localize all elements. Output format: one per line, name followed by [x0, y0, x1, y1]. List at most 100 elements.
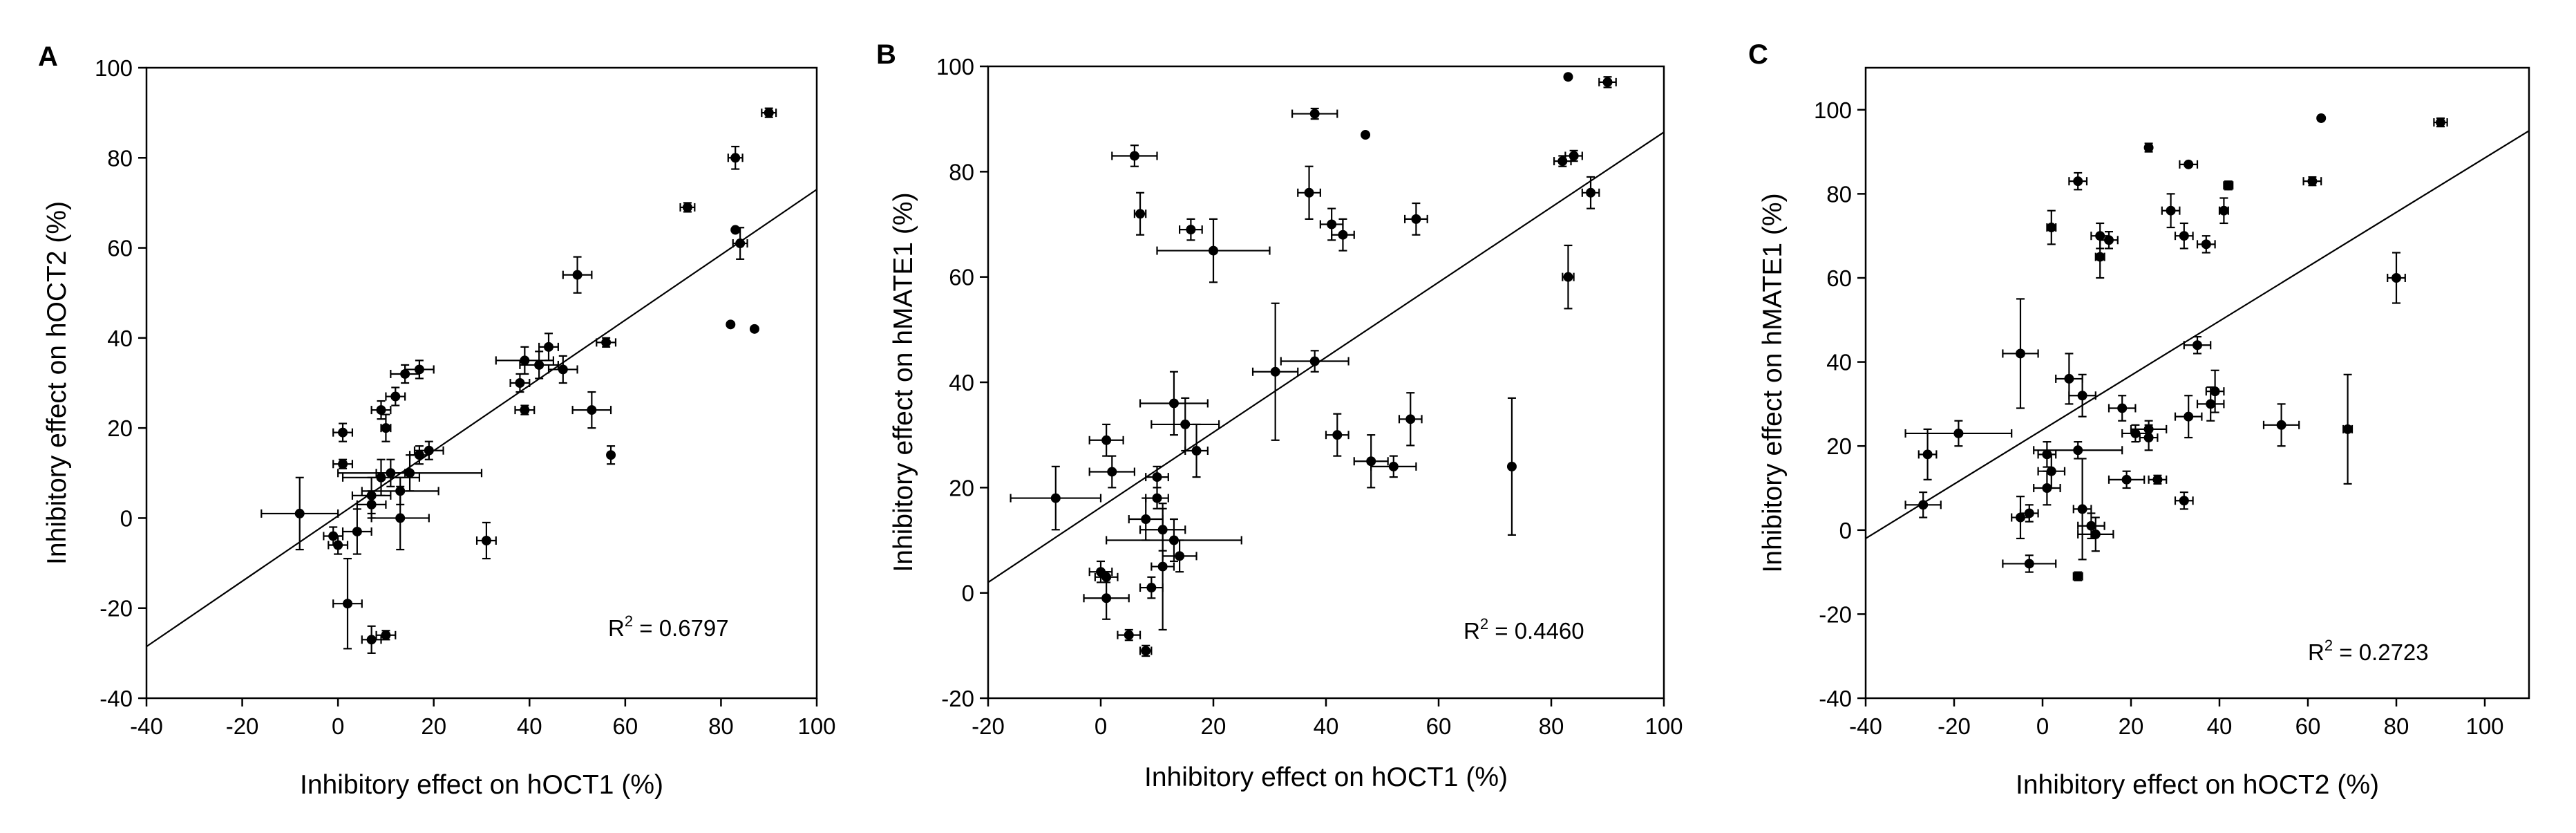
data-point	[2161, 193, 2181, 229]
r-squared-prefix: R	[2308, 639, 2324, 665]
point-marker	[376, 405, 386, 415]
data-point	[2068, 373, 2096, 418]
point-marker	[534, 359, 544, 370]
point-marker	[764, 108, 774, 118]
point-marker	[1101, 435, 1112, 445]
point-marker	[2210, 386, 2220, 397]
x-tick-label: 40	[1314, 713, 1339, 739]
point-marker	[1209, 245, 1218, 256]
point-marker	[2179, 231, 2189, 241]
data-point	[1156, 218, 1271, 283]
regression-line	[146, 189, 817, 648]
point-marker	[390, 391, 401, 402]
data-point	[1139, 576, 1164, 599]
data-point	[2108, 395, 2137, 422]
point-marker	[1309, 356, 1320, 366]
y-tick-label: -20	[941, 686, 974, 711]
point-marker	[2307, 176, 2318, 187]
y-tick-label: 60	[1826, 265, 1852, 291]
point-marker	[1332, 430, 1343, 440]
point-marker	[381, 423, 391, 433]
data-point	[1398, 392, 1423, 447]
point-marker	[333, 540, 343, 550]
point-marker	[2117, 403, 2128, 413]
data-point	[1111, 144, 1158, 167]
data-point	[1083, 576, 1130, 620]
data-point	[2316, 113, 2327, 123]
point-marker	[1141, 646, 1151, 656]
point-marker	[1186, 225, 1196, 235]
point-marker	[1602, 77, 1613, 87]
x-tick-label: -20	[226, 713, 259, 739]
y-tick-label: 100	[95, 55, 133, 81]
point-marker	[572, 270, 583, 280]
data-point	[1139, 644, 1153, 657]
data-point	[679, 202, 696, 213]
r-squared-label: R2 = 0.6797	[608, 612, 729, 641]
y-tick-label: 100	[936, 54, 974, 79]
data-point	[2033, 470, 2061, 506]
data-point	[385, 386, 406, 406]
x-tick-label: -20	[972, 713, 1005, 739]
x-tick-label: 40	[517, 713, 542, 739]
data-point	[1564, 149, 1583, 162]
point-marker	[1922, 449, 1933, 460]
y-tick-label: 40	[1826, 350, 1852, 375]
x-tick-label: 60	[612, 713, 638, 739]
point-marker	[735, 238, 746, 249]
y-tick-label: -20	[1819, 601, 1852, 627]
data-point	[547, 355, 578, 384]
x-tick-label: 0	[1095, 713, 1107, 739]
point-marker	[2219, 205, 2229, 216]
y-tick-label: 20	[1826, 433, 1852, 459]
point-marker	[1129, 151, 1139, 161]
point-marker	[520, 355, 530, 366]
point-marker	[2392, 273, 2401, 283]
data-point	[2011, 496, 2030, 540]
point-marker	[1124, 630, 1134, 640]
point-marker	[1569, 151, 1579, 161]
data-point	[328, 535, 349, 555]
y-tick-label: 40	[107, 326, 133, 351]
y-tick-label: 60	[949, 265, 974, 290]
point-marker	[2143, 142, 2154, 153]
point-marker	[2152, 474, 2163, 485]
data-point	[2046, 209, 2057, 245]
x-tick-label: 80	[2384, 713, 2409, 739]
point-marker	[1918, 500, 1929, 510]
point-marker	[343, 599, 352, 609]
point-marker	[1050, 493, 1061, 503]
data-point	[1133, 191, 1147, 236]
point-marker	[2016, 512, 2025, 523]
data-point	[726, 319, 736, 330]
point-marker	[386, 468, 396, 478]
panel-letter: A	[38, 41, 58, 72]
y-tick-label: 80	[949, 159, 974, 185]
point-marker	[2104, 235, 2114, 245]
point-marker	[1309, 109, 1320, 119]
point-marker	[2042, 483, 2052, 493]
data-point	[1088, 455, 1136, 489]
point-marker	[2130, 428, 2141, 438]
point-marker	[1168, 398, 1179, 409]
point-marker	[1107, 467, 1117, 477]
data-point	[2002, 554, 2057, 573]
data-point	[370, 400, 392, 420]
data-point	[1178, 218, 1203, 241]
data-point	[2143, 142, 2154, 153]
y-tick-label: 100	[1814, 97, 1852, 123]
point-marker	[1270, 366, 1280, 377]
x-tick-label: 20	[421, 713, 446, 739]
r-squared-label: R2 = 0.2723	[2308, 637, 2429, 665]
point-marker	[1586, 187, 1596, 198]
r-squared-label: R2 = 0.4460	[1464, 615, 1584, 644]
point-marker	[381, 630, 391, 640]
point-marker	[730, 153, 741, 163]
data-point	[2302, 176, 2322, 187]
point-marker	[2143, 433, 2154, 443]
data-point	[1291, 107, 1338, 120]
data-point	[1184, 423, 1209, 478]
panel-c: -40 -20 0 20 40 60 80 100 -40 -20 0 20 40 60 80 100 Inhi…	[1748, 39, 2530, 800]
point-marker	[2042, 449, 2052, 460]
data-point	[1088, 423, 1124, 457]
